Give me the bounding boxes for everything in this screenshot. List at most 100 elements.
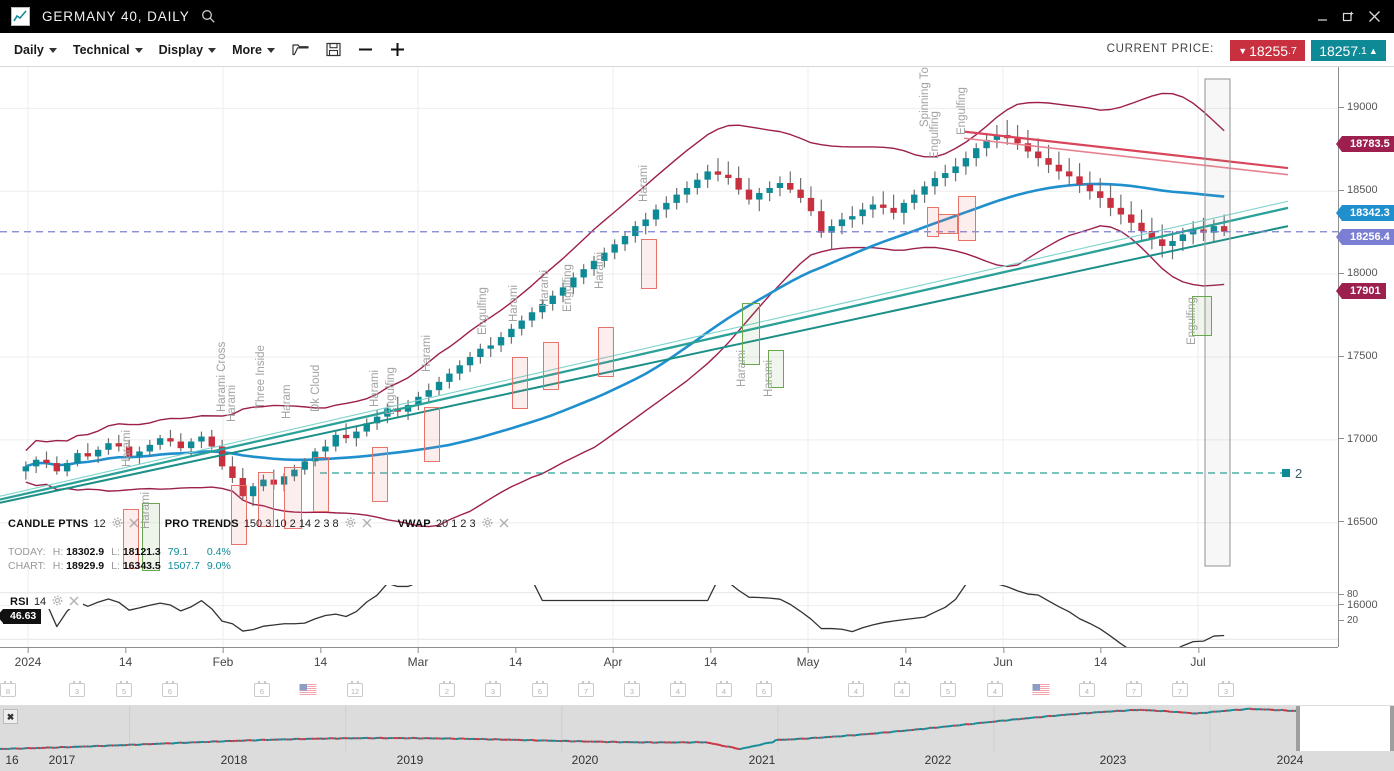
chevron-down-icon xyxy=(208,48,217,53)
restore-icon[interactable] xyxy=(1342,10,1355,23)
stats-percent: 0.4% xyxy=(206,546,231,558)
date-axis-tick: Apr xyxy=(604,647,622,669)
chevron-down-icon xyxy=(48,48,57,53)
rsi-plot[interactable] xyxy=(0,585,1338,647)
ask-price-value: 18257 xyxy=(1319,42,1359,59)
calendar-event-icon[interactable]: 3 xyxy=(485,681,501,697)
gear-icon[interactable] xyxy=(345,517,356,531)
close-icon[interactable] xyxy=(69,595,79,609)
close-icon[interactable] xyxy=(129,517,139,531)
calendar-event-count: 6 xyxy=(756,681,772,697)
calendar-event-icon[interactable]: 12 xyxy=(347,681,363,697)
calendar-event-icon[interactable]: 4 xyxy=(987,681,1003,697)
indicator-vwap[interactable]: VWAP 20 1 2 3 xyxy=(398,517,509,531)
calendar-event-icon[interactable]: 6 xyxy=(532,681,548,697)
calendar-event-icon[interactable]: 6 xyxy=(254,681,270,697)
date-axis-tick: 14 xyxy=(899,647,912,669)
title-bar: GERMANY 40, DAILY xyxy=(0,0,1394,33)
stats-row-today: TODAY: H: 18302.9 L: 18121.3 79.1 0.4% xyxy=(8,545,238,559)
toolbar: Daily Technical Display More xyxy=(0,33,1394,67)
close-icon[interactable] xyxy=(1368,10,1381,23)
stats-low-value: 16343.5 xyxy=(122,560,161,572)
calendar-event-icon[interactable]: 5 xyxy=(940,681,956,697)
calendar-event-count: 3 xyxy=(485,681,501,697)
chart-area[interactable]: 2 Harami Harami Harami Harami Cross Three In… xyxy=(0,67,1394,647)
zoom-out-icon[interactable] xyxy=(358,42,373,57)
calendar-event-count: 3 xyxy=(1218,681,1234,697)
menu-more[interactable]: More xyxy=(232,43,275,57)
calendar-event-icon[interactable]: 4 xyxy=(670,681,686,697)
minimize-icon[interactable] xyxy=(1316,10,1329,23)
indicator-legend[interactable]: CANDLE PTNS 12 PRO TRENDS 150 3 10 2 14 … xyxy=(8,517,535,531)
stats-high-key: H: xyxy=(52,546,64,558)
calendar-event-icon[interactable]: 5 xyxy=(116,681,132,697)
indicator-pro-trends[interactable]: PRO TRENDS 150 3 10 2 14 2 3 8 xyxy=(165,517,372,531)
gear-icon[interactable] xyxy=(52,595,63,609)
arrow-down-icon: ▼ xyxy=(1238,45,1248,56)
us-flag-icon[interactable] xyxy=(1032,683,1050,701)
indicator-params: 12 xyxy=(93,518,106,530)
search-icon[interactable] xyxy=(201,9,216,24)
menu-daily[interactable]: Daily xyxy=(14,43,57,57)
zoom-in-icon[interactable] xyxy=(390,42,405,57)
calendar-event-count: 4 xyxy=(1079,681,1095,697)
calendar-event-icon[interactable]: 6 xyxy=(756,681,772,697)
navigator-year-label: 2023 xyxy=(1099,753,1127,767)
economic-events-row[interactable]: 8 3 5 6 6 12 2 3 6 7 3 4 4 6 4 4 5 4 4 7 7 3 xyxy=(0,679,1394,706)
indicator-candle-ptns[interactable]: CANDLE PTNS 12 xyxy=(8,517,139,531)
calendar-event-icon[interactable]: 8 xyxy=(0,681,16,697)
stats-high-value: 18302.9 xyxy=(66,546,105,558)
bid-price-value: 18255 xyxy=(1249,42,1289,59)
calendar-event-icon[interactable]: 3 xyxy=(69,681,85,697)
low-price-tag: 17901 xyxy=(1336,282,1386,299)
navigator-plot[interactable] xyxy=(0,706,1394,751)
calendar-event-icon[interactable]: 4 xyxy=(1079,681,1095,697)
bid-price-badge[interactable]: ▼ 18255.7 xyxy=(1230,40,1305,61)
calendar-event-count: 3 xyxy=(624,681,640,697)
rsi-tick-20: 20 xyxy=(1339,615,1358,626)
close-icon[interactable] xyxy=(362,517,372,531)
chevron-down-icon xyxy=(266,48,275,53)
us-flag-icon[interactable] xyxy=(299,683,317,701)
calendar-event-icon[interactable]: 6 xyxy=(162,681,178,697)
indicator-name: VWAP xyxy=(397,518,431,530)
stats-row-chart: CHART: H: 18929.9 L: 16343.5 1507.7 9.0% xyxy=(8,559,238,573)
calendar-event-count: 8 xyxy=(0,681,16,697)
calendar-event-count: 4 xyxy=(894,681,910,697)
date-axis[interactable]: 2024 14 Feb 14 Mar 14 Apr 14 May 14 Jun 14 Jul xyxy=(0,647,1338,679)
stats-high-value: 18929.9 xyxy=(66,560,105,572)
calendar-event-icon[interactable]: 3 xyxy=(1218,681,1234,697)
price-plot[interactable]: 2 xyxy=(0,67,1338,647)
calendar-event-count: 3 xyxy=(69,681,85,697)
save-icon[interactable] xyxy=(326,42,341,57)
open-folder-icon[interactable] xyxy=(292,42,309,57)
ask-price-badge[interactable]: 18257.1 ▲ xyxy=(1311,40,1386,61)
gear-icon[interactable] xyxy=(112,517,123,531)
rsi-legend[interactable]: RSI 14 xyxy=(10,595,84,609)
calendar-event-icon[interactable]: 2 xyxy=(439,681,455,697)
calendar-event-icon[interactable]: 4 xyxy=(716,681,732,697)
menu-technical[interactable]: Technical xyxy=(73,43,143,57)
navigator[interactable]: ✖ 16 2017 2018 2019 2020 2021 2022 2023 2024 xyxy=(0,706,1394,771)
navigator-close-button[interactable]: ✖ xyxy=(3,709,18,724)
calendar-event-icon[interactable]: 7 xyxy=(1172,681,1188,697)
menu-display[interactable]: Display xyxy=(159,43,217,57)
calendar-event-icon[interactable]: 7 xyxy=(1126,681,1142,697)
moving-average-tag: 18342.3 xyxy=(1336,205,1394,222)
calendar-event-icon[interactable]: 4 xyxy=(894,681,910,697)
date-axis-tick: Feb xyxy=(213,647,233,669)
gear-icon[interactable] xyxy=(482,517,493,531)
stats-high-key: H: xyxy=(52,560,64,572)
navigator-year-label: 2022 xyxy=(924,753,952,767)
calendar-event-icon[interactable]: 7 xyxy=(578,681,594,697)
navigator-range-selector[interactable] xyxy=(1296,706,1394,751)
price-axis[interactable]: 19000 18500 18000 17500 17000 16500 16000 18783… xyxy=(1336,67,1394,647)
price-axis-tick: 18000 xyxy=(1339,267,1378,279)
calendar-event-icon[interactable]: 3 xyxy=(624,681,640,697)
close-icon[interactable] xyxy=(499,517,509,531)
price-axis-tick: 17000 xyxy=(1339,433,1378,445)
rsi-tick-80: 80 xyxy=(1339,589,1358,600)
calendar-event-count: 6 xyxy=(162,681,178,697)
calendar-event-icon[interactable]: 4 xyxy=(848,681,864,697)
menu-more-label: More xyxy=(232,42,262,57)
